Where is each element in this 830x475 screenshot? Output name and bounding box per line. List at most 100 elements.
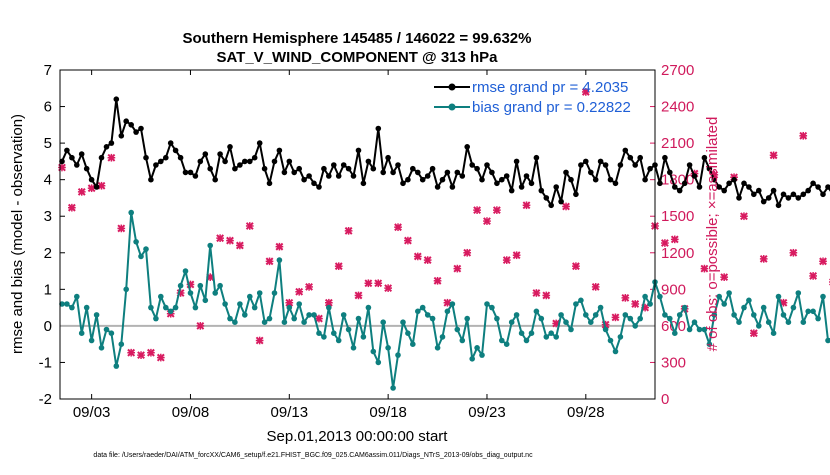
bias-point [405,330,411,336]
bias-point [662,312,668,318]
rmse-point [820,192,826,198]
bias-point [158,294,164,300]
rmse-point [682,181,688,187]
bias-point [647,301,653,307]
obs-marker [453,265,461,273]
rmse-point [430,166,436,172]
rmse-point [598,159,604,165]
bias-point [371,349,377,355]
obs-marker [117,225,125,233]
obs-marker [355,292,363,300]
rmse-point [474,166,480,172]
obs-marker [414,253,422,261]
bias-point [553,334,559,340]
obs-marker [404,237,412,245]
rmse-point [815,184,821,190]
obs-marker [542,292,550,300]
x-tick-label: 09/13 [271,404,309,421]
bias-point [578,298,584,304]
obs-marker [216,234,224,242]
bias-point [89,338,95,344]
bias-point [410,341,416,347]
obs-marker [266,257,274,265]
bias-point [786,319,792,325]
bias-point [736,319,742,325]
bias-point [603,327,609,333]
rmse-point [672,184,678,190]
obs-marker [68,204,76,212]
bias-point [336,338,342,344]
rmse-point [282,170,288,176]
obs-marker [127,349,135,357]
bias-point [657,294,663,300]
x-tick-label: 09/28 [567,404,605,421]
obs-marker [562,203,570,211]
obs-marker [197,322,205,330]
rmse-point [257,140,263,146]
bias-point [425,312,431,318]
rmse-point [366,159,372,165]
bias-point [178,283,184,289]
bias-point [440,334,446,340]
bias-point [796,290,802,296]
bias-point [608,338,614,344]
rmse-point [776,203,782,209]
rmse-point [415,170,421,176]
rmse-point [796,195,802,201]
rmse-point [153,162,159,168]
obs-marker [493,206,501,214]
left-tick-label: 1 [44,281,52,298]
rmse-point [262,166,268,172]
bias-point [114,363,120,369]
bias-point [558,312,564,318]
bias-point [455,327,461,333]
bias-point [820,294,826,300]
bias-point [385,345,391,351]
obs-marker [671,236,679,244]
rmse-point [405,177,411,183]
bias-point [94,312,100,318]
bias-point [296,301,302,307]
bias-point [504,341,510,347]
bias-point [252,305,258,311]
rmse-point [351,173,357,179]
rmse-point [603,162,609,168]
bias-point [84,305,90,311]
obs-marker [295,288,303,296]
bias-point [262,319,268,325]
bias-point [751,312,757,318]
bias-point [697,327,703,333]
bias-point [212,290,218,296]
obs-marker [58,164,66,172]
obs-marker [631,300,639,308]
rmse-point [692,173,698,179]
x-tick-label: 09/18 [369,404,407,421]
rmse-point [168,140,174,146]
rmse-point [593,177,599,183]
obs-marker [246,222,254,230]
bias-point [519,330,525,336]
bias-point [801,319,807,325]
bias-point [435,345,441,351]
legend-rmse-label: rmse grand pr = 4.2035 [472,79,628,96]
bias-point [316,330,322,336]
right-tick-label: 1200 [661,245,694,262]
bias-point [109,330,115,336]
bias-point [267,316,273,322]
obs-marker [157,354,165,362]
rmse-point [657,181,663,187]
bias-point [123,287,129,293]
rmse-point [326,173,332,179]
bias-point [464,316,470,322]
bias-point [207,243,213,249]
left-tick-label: -2 [39,391,52,408]
rmse-point [272,159,278,165]
rmse-point [291,170,297,176]
bias-point [138,254,144,260]
bias-point [247,294,253,300]
rmse-point [311,181,317,187]
rmse-point [237,162,243,168]
bias-point [217,283,223,289]
rmse-point [400,181,406,187]
obs-marker [137,351,145,359]
